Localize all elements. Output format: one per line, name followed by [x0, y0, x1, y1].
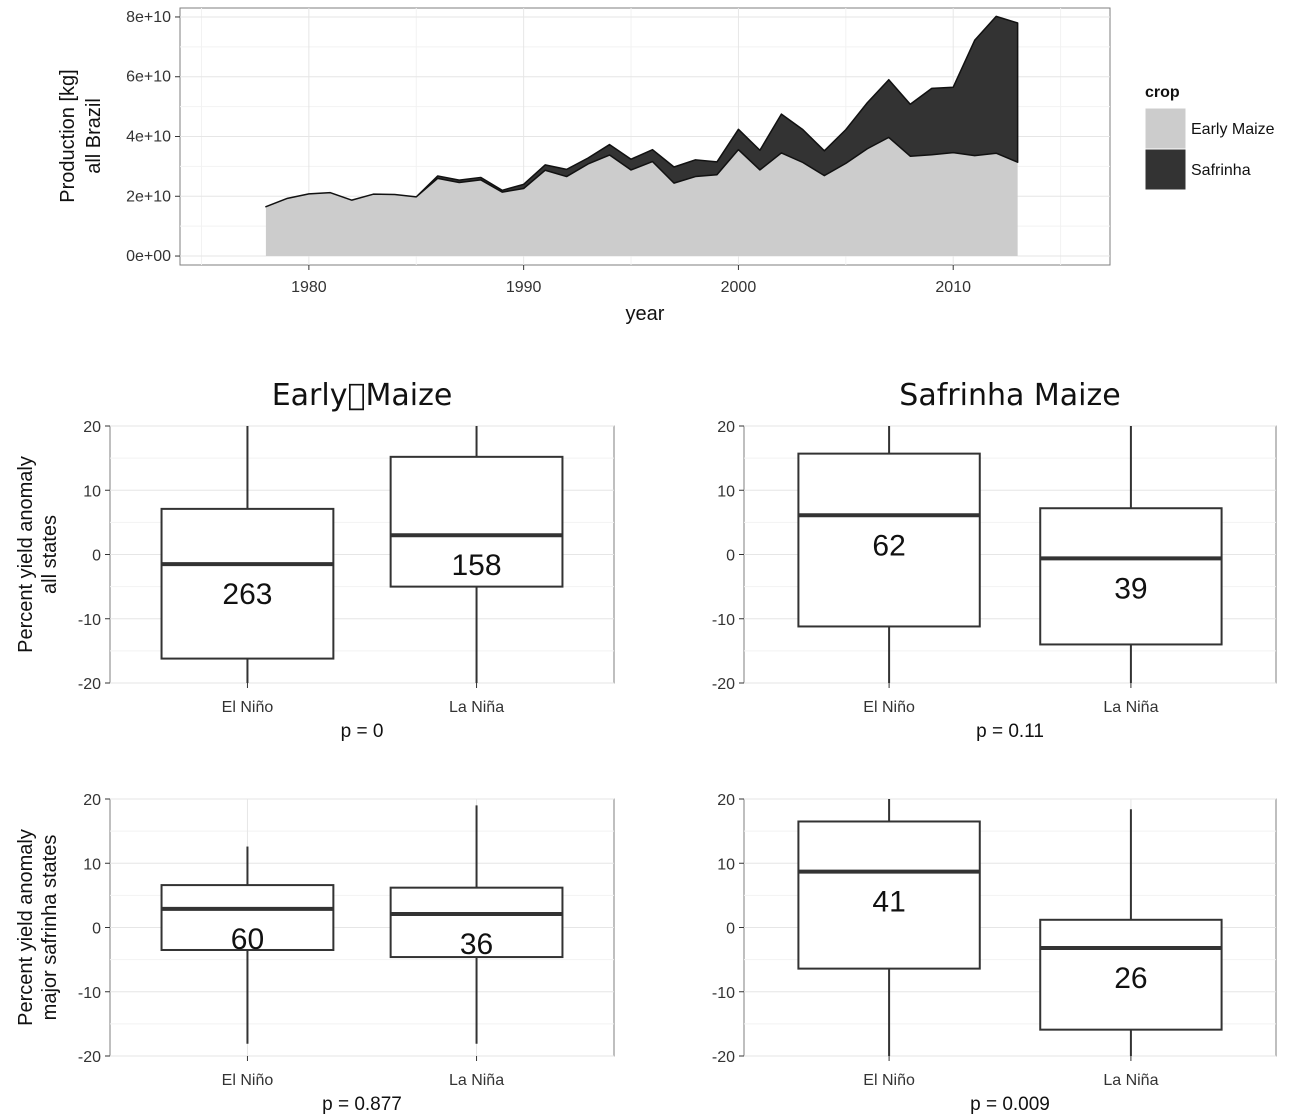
y-axis-title-line2: all states [39, 515, 61, 594]
y-tick-label: 20 [717, 419, 735, 436]
y-tick-label: 0 [92, 548, 101, 565]
boxplot-safrinha-all: 62 39 -20 -10 0 10 20 El Niño La Niña p = 0.11 Saf… [712, 378, 1277, 742]
box-la-nina: 36 [389, 805, 564, 1044]
x-axis-title: year [626, 303, 665, 325]
legend-label-early-maize: Early Maize [1191, 121, 1275, 138]
y-axis-title-line2: major safrinha states [39, 835, 61, 1021]
x-tick-label: El Niño [863, 1072, 915, 1089]
count-label: 263 [222, 578, 272, 611]
y-tick-label: -10 [78, 612, 101, 629]
x-tick-label: El Niño [222, 1072, 274, 1089]
y-tick-label: 10 [83, 856, 101, 873]
count-label: 41 [872, 886, 905, 919]
y-tick-label: -20 [712, 1049, 735, 1066]
production-chart: 0e+00 2e+10 4e+10 6e+10 8e+10 1980 1990 2000 201… [57, 7, 1275, 325]
y-axis-title-line1: Percent yield anomaly [15, 456, 37, 653]
x-tick-label: El Niño [222, 699, 274, 716]
box-iqr [797, 820, 981, 970]
y-tick-label: 10 [83, 483, 101, 500]
box-iqr [160, 884, 335, 951]
legend-swatch-early-maize [1144, 107, 1187, 150]
panel-title: Early Maize [272, 378, 453, 413]
x-tick-label: La Niña [449, 1072, 504, 1089]
y-axis-title-line1: Percent yield anomaly [15, 829, 37, 1026]
count-label: 39 [1114, 572, 1147, 605]
y-tick-label: -10 [712, 612, 735, 629]
y-tick-label: 0 [92, 921, 101, 938]
y-axis-title-line2: all Brazil [83, 98, 105, 174]
box-el-nino: 41 [797, 799, 981, 1056]
box-la-nina: 158 [389, 426, 564, 683]
box-el-nino: 263 [160, 426, 335, 683]
box-el-nino: 62 [797, 426, 981, 683]
x-tick-label: 2010 [935, 279, 971, 296]
count-label: 26 [1114, 962, 1147, 995]
area-safrinha [265, 15, 1019, 208]
y-tick-label: 4e+10 [126, 129, 171, 146]
y-tick-label: 20 [83, 419, 101, 436]
p-value-label: p = 0 [341, 721, 384, 742]
box-la-nina: 26 [1039, 809, 1223, 1056]
p-value-label: p = 0.009 [970, 1094, 1050, 1115]
legend-label-safrinha: Safrinha [1191, 162, 1251, 179]
box-el-nino: 60 [160, 846, 335, 1044]
legend-title: crop [1145, 84, 1180, 101]
y-tick-label: -20 [78, 1049, 101, 1066]
legend: crop Early Maize Safrinha [1144, 84, 1275, 191]
count-label: 36 [460, 928, 493, 961]
y-tick-label: 20 [717, 792, 735, 809]
y-tick-label: 6e+10 [126, 69, 171, 86]
x-tick-label: La Niña [449, 699, 504, 716]
y-tick-label: -20 [712, 676, 735, 693]
count-label: 62 [872, 529, 905, 562]
y-tick-label: 10 [717, 856, 735, 873]
boxplot-safrinha-major: 41 26 -20 -10 0 10 20 El Niño La Niña p = 0.009 [712, 792, 1277, 1115]
y-tick-label: 20 [83, 792, 101, 809]
box-la-nina: 39 [1039, 426, 1223, 683]
y-tick-label: 10 [717, 483, 735, 500]
y-tick-label: 2e+10 [126, 188, 171, 205]
x-tick-label: 1990 [506, 279, 542, 296]
area-early-maize [265, 137, 1018, 257]
boxplot-early-major: 60 36 -20 -10 0 10 20 El Niño La Niña p = 0.877 Pe… [15, 792, 615, 1115]
y-tick-label: 0 [726, 548, 735, 565]
count-label: 60 [231, 923, 264, 956]
y-tick-label: 8e+10 [126, 9, 171, 26]
y-tick-label: 0 [726, 921, 735, 938]
box-iqr [389, 886, 564, 959]
box-iqr [160, 507, 335, 660]
x-tick-label: 2000 [721, 279, 757, 296]
box-iqr [1039, 507, 1223, 646]
boxplot-early-all: 263 158 -20 -10 0 10 20 El Niño La Niña p = 0 Earl… [15, 378, 615, 742]
p-value-label: p = 0.11 [976, 721, 1044, 742]
y-tick-label: 0e+00 [126, 248, 171, 265]
y-tick-label: -20 [78, 676, 101, 693]
panel-title: Safrinha Maize [899, 378, 1120, 413]
y-tick-label: -10 [78, 985, 101, 1002]
x-tick-label: 1980 [291, 279, 327, 296]
box-iqr [1039, 918, 1223, 1031]
box-iqr [389, 455, 564, 588]
x-tick-label: El Niño [863, 699, 915, 716]
box-iqr [797, 452, 981, 628]
y-axis-title-line1: Production [kg] [57, 69, 79, 202]
x-tick-label: La Niña [1103, 1072, 1158, 1089]
p-value-label: p = 0.877 [322, 1094, 402, 1115]
legend-swatch-safrinha [1144, 148, 1187, 191]
count-label: 158 [452, 549, 502, 582]
y-tick-label: -10 [712, 985, 735, 1002]
x-tick-label: La Niña [1103, 699, 1158, 716]
